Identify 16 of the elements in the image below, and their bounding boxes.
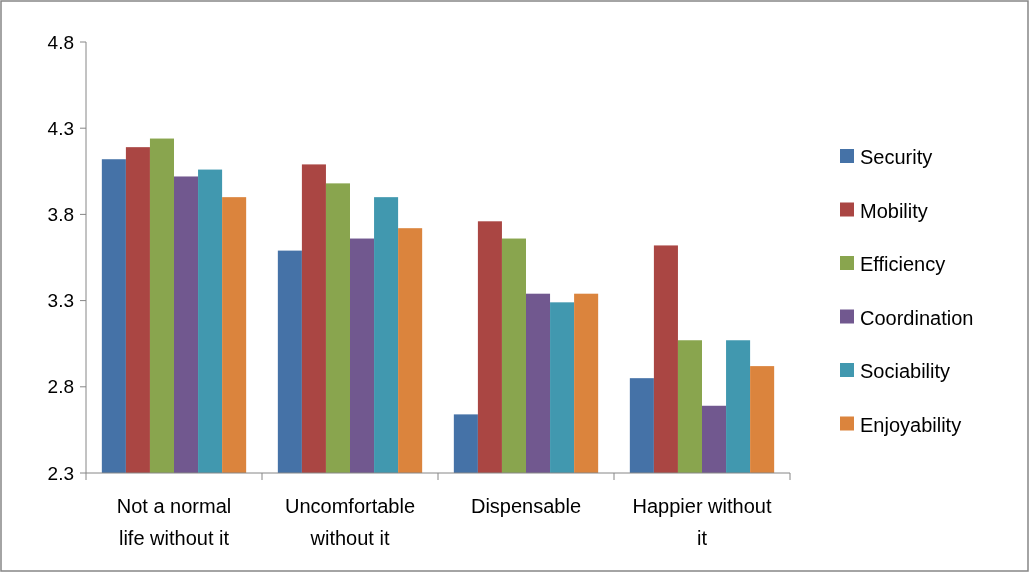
x-tick-label: Happier without it [632,495,772,549]
y-tick-label: 3.8 [47,204,74,226]
x-tick-label: Not a normal life without it [116,495,232,549]
y-tick-label: 2.3 [47,462,74,484]
legend-label: Mobility [860,199,928,222]
x-tick-label: Uncomfortable without it [284,495,416,549]
legend-label: Security [860,146,933,168]
legend-label: Sociability [860,360,951,382]
legend-label: Efficiency [860,253,946,275]
legend-label: Enjoyability [860,413,962,436]
y-tick-label: 2.8 [47,376,74,398]
y-tick-label: 4.3 [47,117,74,139]
x-tick-label: Dispensable [470,495,582,517]
legend-label: Coordination [860,306,974,329]
y-tick-label: 4.8 [47,31,74,53]
y-tick-label: 3.3 [47,290,74,312]
